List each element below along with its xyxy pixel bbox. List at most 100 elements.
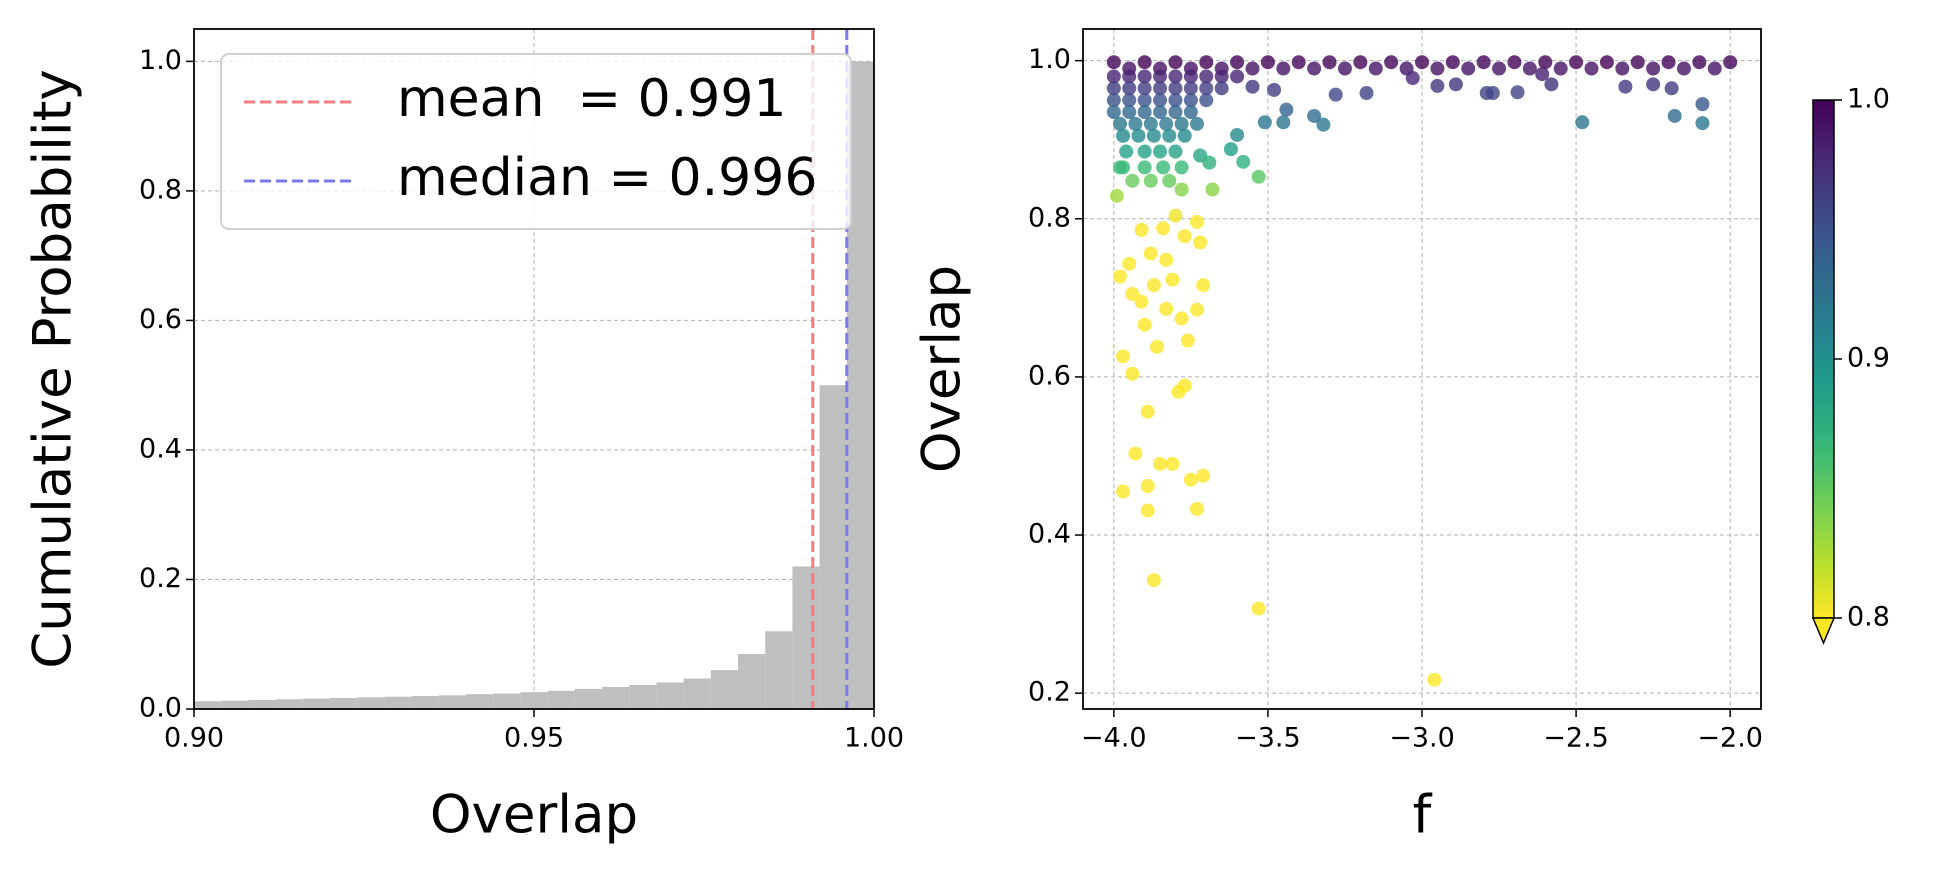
x-tick-label: −4.0 [1081,723,1147,754]
bar [574,688,602,709]
point [1316,117,1331,132]
point [1461,61,1476,76]
point [1368,61,1383,76]
point [1507,55,1522,70]
x-axis-label: f [1413,785,1433,846]
point [1190,302,1205,317]
point [1190,116,1205,131]
point [1162,173,1177,188]
point [1193,235,1208,250]
point [1134,222,1149,237]
point [1143,116,1158,131]
bar [493,693,521,709]
point [1153,105,1168,120]
point [1692,55,1707,70]
x-tick-label: −2.0 [1697,723,1763,754]
y-tick-label: 0.4 [1028,519,1071,550]
point [1168,69,1183,84]
point [1196,468,1211,483]
point [1165,272,1180,287]
bar [221,700,249,709]
point [1137,55,1152,70]
point [1667,108,1682,123]
point [1116,484,1131,499]
point [1119,144,1134,159]
plot-area [194,29,874,709]
colorbar-tick-label: 0.8 [1847,602,1890,633]
point [1190,501,1205,516]
point [1199,69,1214,84]
point [1137,160,1152,175]
point [1177,378,1192,393]
point [1177,128,1192,143]
point [1522,61,1537,76]
point [1599,55,1614,70]
point [1448,77,1463,92]
point [1202,155,1217,170]
x-tick-label: −3.5 [1235,723,1301,754]
point [1236,154,1251,169]
point [1122,256,1137,271]
point [1159,116,1174,131]
point [1156,160,1171,175]
point [1245,79,1260,94]
point [1664,81,1679,96]
point [1695,97,1710,112]
y-tick-label: 0.8 [1028,202,1071,233]
point [1328,87,1343,102]
point [1125,286,1140,301]
bar [629,685,657,709]
point [1384,55,1399,70]
point [1168,105,1183,120]
point [1137,69,1152,84]
point [1337,61,1352,76]
y-tick-label: 0.8 [139,174,182,205]
y-axis-label: Overlap [912,265,973,473]
point [1128,446,1143,461]
point [1140,404,1155,419]
point [1128,116,1143,131]
point [1122,69,1137,84]
point [1251,169,1266,184]
point [1430,78,1445,93]
x-tick-label: 1.00 [844,723,904,754]
point [1707,61,1722,76]
point [1174,182,1189,197]
bar [656,682,684,709]
point [1168,208,1183,223]
legend-box [220,53,852,230]
point [1245,61,1260,76]
point [1153,69,1168,84]
point [1199,93,1214,108]
point [1153,93,1168,108]
bar [411,696,439,709]
point [1156,221,1171,236]
bar [384,696,412,709]
bar [683,678,711,709]
point [1630,55,1645,70]
point [1143,246,1158,261]
point [1106,55,1121,70]
point [1168,55,1183,70]
bar [547,690,575,709]
point [1183,69,1198,84]
y-tick-label: 0.6 [139,304,182,335]
point [1106,93,1121,108]
point [1535,67,1550,82]
point [1695,116,1710,131]
bar [330,697,358,709]
point [1140,479,1155,494]
y-tick-label: 1.0 [139,45,182,76]
y-tick-label: 0.2 [1028,677,1071,708]
bar [602,686,630,709]
y-tick-label: 0.2 [139,563,182,594]
point [1276,115,1291,130]
colorbar-extension [1811,617,1836,645]
point [1134,294,1149,309]
legend-label: median = 0.996 [397,148,817,208]
point [1168,93,1183,108]
plot-area [1083,29,1761,709]
point [1199,55,1214,70]
x-tick-label: −2.5 [1543,723,1609,754]
